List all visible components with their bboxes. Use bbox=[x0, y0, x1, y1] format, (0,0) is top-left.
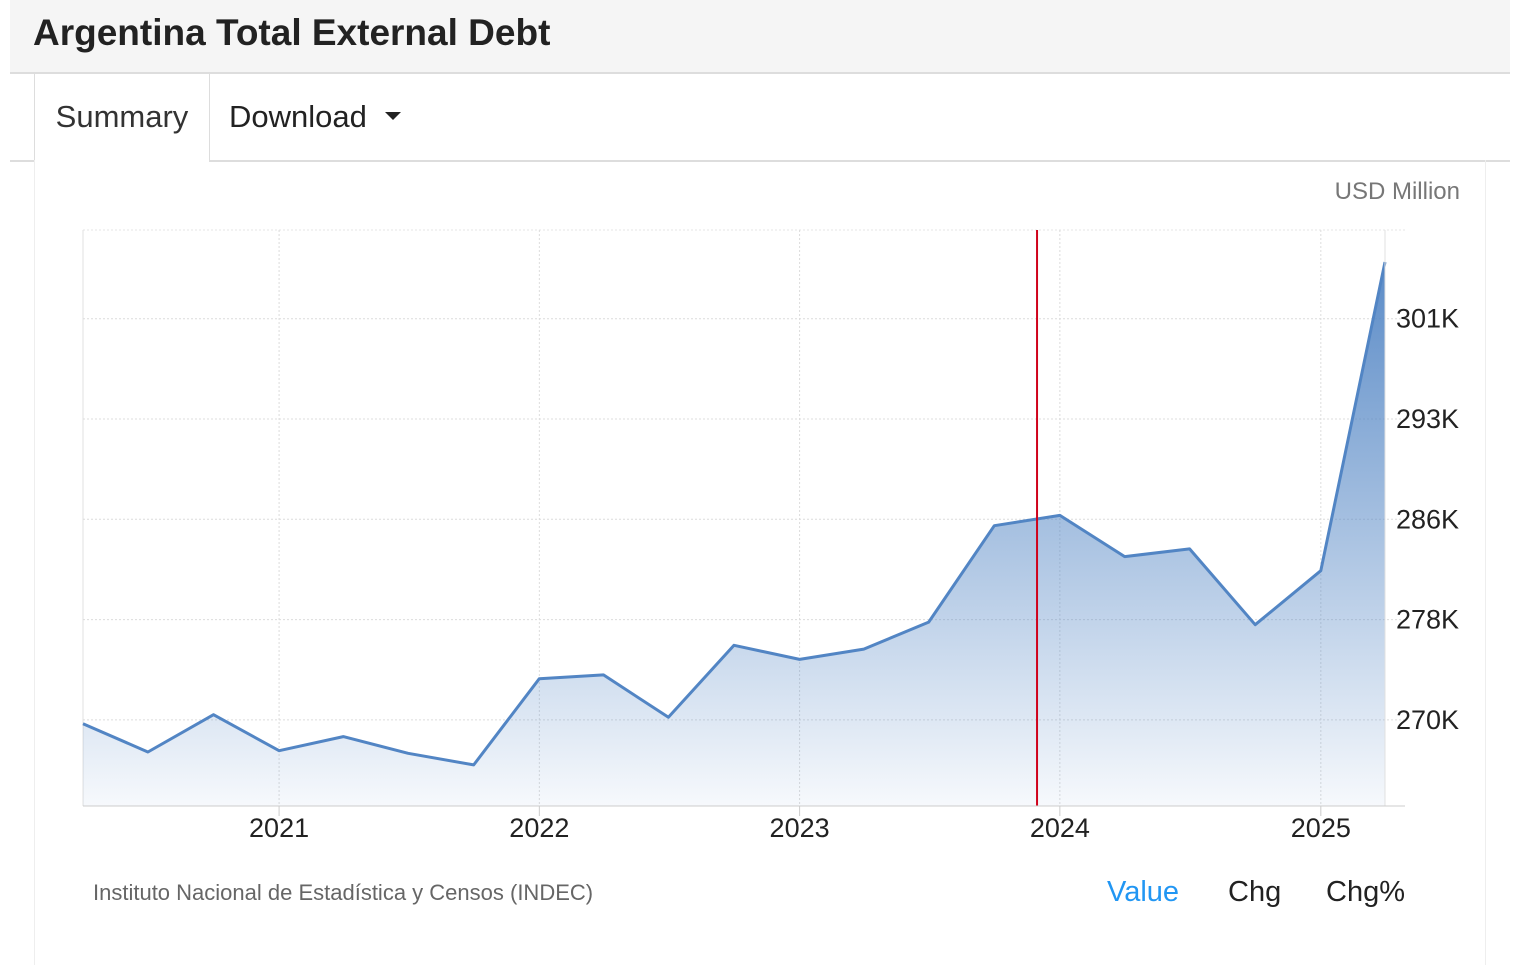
source-note: Instituto Nacional de Estadística y Cens… bbox=[93, 880, 594, 905]
data-point[interactable] bbox=[145, 749, 151, 755]
data-point[interactable] bbox=[797, 656, 803, 662]
y-tick-label: 286K bbox=[1396, 504, 1459, 534]
x-tick-label: 2021 bbox=[249, 813, 309, 843]
data-point[interactable] bbox=[601, 672, 607, 678]
chart-panel bbox=[34, 160, 1486, 965]
y-tick-label: 293K bbox=[1396, 404, 1459, 434]
mode-chg-percent-button[interactable]: Chg% bbox=[1326, 876, 1405, 908]
data-point[interactable] bbox=[1057, 512, 1063, 518]
data-point[interactable] bbox=[471, 762, 477, 768]
data-point[interactable] bbox=[991, 523, 997, 529]
data-point[interactable] bbox=[861, 646, 867, 652]
data-point[interactable] bbox=[210, 712, 216, 718]
tab-bar: Summary Download bbox=[10, 74, 1510, 162]
header-bar: Argentina Total External Debt bbox=[10, 0, 1510, 74]
tab-summary-label: Summary bbox=[55, 99, 189, 134]
data-point[interactable] bbox=[926, 619, 932, 625]
unit-label: USD Million bbox=[1334, 178, 1460, 205]
data-point[interactable] bbox=[731, 642, 737, 648]
mode-value-button[interactable]: Value bbox=[1107, 876, 1180, 908]
series-line bbox=[82, 261, 1387, 767]
data-point[interactable] bbox=[1122, 554, 1128, 560]
y-tick-label: 301K bbox=[1396, 304, 1459, 334]
x-tick-label: 2023 bbox=[770, 813, 830, 843]
data-point[interactable] bbox=[340, 734, 346, 740]
page-title: Argentina Total External Debt bbox=[33, 12, 551, 53]
x-tick-label: 2025 bbox=[1291, 813, 1351, 843]
data-point[interactable] bbox=[1252, 622, 1258, 628]
mode-chg-button[interactable]: Chg bbox=[1228, 876, 1282, 908]
data-point[interactable] bbox=[1187, 546, 1193, 552]
data-point[interactable] bbox=[405, 750, 411, 756]
y-tick-label: 278K bbox=[1396, 605, 1459, 635]
data-point[interactable] bbox=[536, 676, 542, 682]
data-point[interactable] bbox=[80, 721, 86, 727]
data-point[interactable] bbox=[665, 714, 671, 720]
caret-down-icon bbox=[384, 111, 401, 120]
series-area bbox=[83, 262, 1385, 807]
tab-summary[interactable]: Summary bbox=[34, 74, 210, 162]
x-tick-label: 2024 bbox=[1030, 813, 1090, 843]
y-tick-label: 270K bbox=[1396, 705, 1459, 735]
data-point[interactable] bbox=[1318, 568, 1324, 574]
data-point[interactable] bbox=[276, 748, 282, 754]
x-tick-label: 2022 bbox=[509, 813, 569, 843]
download-label: Download bbox=[229, 99, 367, 134]
download-dropdown[interactable]: Download bbox=[229, 74, 401, 160]
